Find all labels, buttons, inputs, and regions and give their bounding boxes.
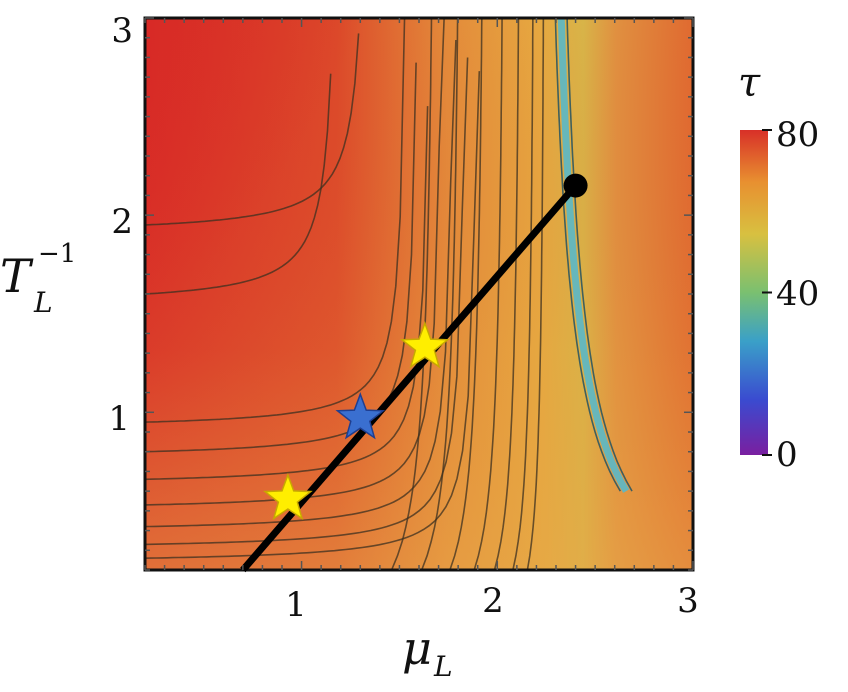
svg-text:μ: μ [402,621,432,675]
colorbar-tick-label: 40 [776,274,819,314]
colorbar-tick-label: 0 [776,435,798,475]
svg-text:−1: −1 [38,239,76,269]
field-red-region [145,18,445,438]
colorbar-tick-label: 80 [776,115,819,155]
contour-line [145,33,360,226]
svg-text:L: L [33,286,53,319]
x-tick-label: 3 [677,581,699,621]
colorbar-ticks [762,129,772,456]
contour-line [145,18,406,423]
contour-line [145,71,481,559]
y-tick-label: 1 [108,399,130,439]
contour-line [390,18,433,570]
contour-line [145,73,332,295]
contour-line [145,57,469,546]
svg-text:T: T [0,249,34,303]
plot-area [145,18,693,570]
star-marker [262,472,313,521]
trajectory-endpoint-dot [563,173,588,198]
contour-line [526,18,545,570]
star-marker [335,392,386,440]
axis-ticks [144,17,694,571]
x-tick-label: 1 [285,585,307,625]
y-tick-label: 2 [111,202,133,242]
contour-line [566,18,633,492]
y-axis-label: T L −1 [0,239,76,319]
colorbar-title: τ [738,60,761,106]
contour-line [493,18,520,570]
contour-line [420,18,459,570]
y-tick-label: 3 [111,11,133,51]
colorbar: τ 80 40 0 [738,60,819,475]
contour-line [554,18,621,492]
x-axis-label: μ L [402,621,453,683]
svg-text:L: L [433,650,453,683]
contour-lines [145,18,633,570]
star-marker [399,321,450,369]
contour-line [557,18,630,493]
x-tick-label: 2 [482,581,504,621]
contour-line [145,39,457,528]
contour-line [473,18,503,570]
contour-line [145,106,429,481]
contour-line [512,18,534,570]
contour-line [449,18,483,570]
trajectory-overlay [240,173,588,573]
